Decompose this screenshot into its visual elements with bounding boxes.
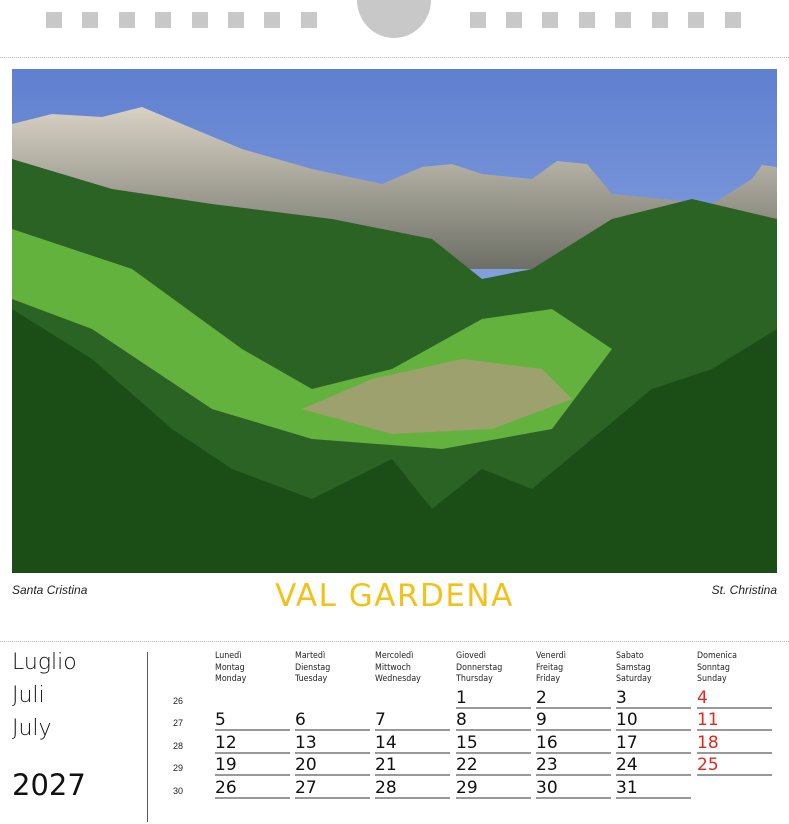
day-cell[interactable]: 26 bbox=[215, 778, 290, 799]
binding-hole bbox=[470, 12, 486, 28]
photo-title: VAL GARDENA bbox=[275, 578, 514, 614]
day-cell[interactable]: 3 bbox=[616, 689, 691, 709]
day-cell-sunday[interactable]: 25 bbox=[697, 756, 772, 777]
landscape-photo bbox=[12, 69, 777, 573]
day-cell[interactable]: 30 bbox=[536, 778, 611, 799]
weekday-label: Montag bbox=[215, 662, 245, 673]
day-cell[interactable]: 23 bbox=[536, 756, 611, 777]
weekday-label: Samstag bbox=[616, 662, 651, 673]
day-cell[interactable]: 27 bbox=[295, 778, 370, 799]
week-number: 30 bbox=[173, 785, 184, 796]
day-cell[interactable]: 21 bbox=[375, 756, 450, 777]
binding-hole bbox=[192, 12, 208, 28]
day-cell[interactable]: 10 bbox=[616, 711, 691, 732]
weekday-header: Mercoledì Mittwoch Wednesday bbox=[375, 651, 421, 686]
day-cell[interactable]: 19 bbox=[215, 756, 290, 777]
month-german: Juli bbox=[12, 683, 45, 708]
hanger-ring bbox=[357, 0, 431, 38]
weekday-label: Freitag bbox=[536, 662, 564, 673]
day-cell[interactable]: 22 bbox=[456, 756, 531, 777]
day-cell-sunday[interactable]: 11 bbox=[697, 711, 772, 732]
day-cell[interactable]: 29 bbox=[456, 778, 531, 799]
binding-hole bbox=[688, 12, 704, 28]
caption-left: Santa Cristina bbox=[12, 583, 88, 597]
weekday-header: Giovedì Donnerstag Thursday bbox=[456, 651, 502, 686]
weekday-label: Sonntag bbox=[697, 662, 730, 673]
day-cell[interactable]: 28 bbox=[375, 778, 450, 799]
day-cell[interactable]: 1 bbox=[456, 689, 531, 709]
weekday-label: Tuesday bbox=[295, 674, 328, 684]
day-cell-sunday[interactable]: 4 bbox=[697, 689, 772, 709]
weekday-label: Lunedì bbox=[215, 651, 242, 661]
foreground-trees bbox=[12, 309, 777, 573]
perforation-top bbox=[0, 57, 789, 58]
binding-hole bbox=[615, 12, 631, 28]
binding-hole bbox=[579, 12, 595, 28]
village bbox=[302, 359, 572, 434]
binding-hole bbox=[82, 12, 98, 28]
day-cell[interactable]: 9 bbox=[536, 711, 611, 732]
week-number: 29 bbox=[173, 763, 184, 774]
weekday-label: Saturday bbox=[616, 674, 652, 684]
weekday-label: Domenica bbox=[697, 651, 737, 661]
week-number: 27 bbox=[173, 718, 184, 729]
day-cell[interactable]: 6 bbox=[295, 711, 370, 732]
binding-hole bbox=[506, 12, 522, 28]
weekday-label: Mercoledì bbox=[375, 651, 414, 661]
weekday-label: Dienstag bbox=[295, 662, 331, 673]
binding-hole bbox=[119, 12, 135, 28]
weekday-header: Venerdì Freitag Friday bbox=[536, 651, 566, 686]
binding-hole bbox=[542, 12, 558, 28]
weekday-label: Giovedì bbox=[456, 651, 486, 661]
weekday-header: Sabato Samstag Saturday bbox=[616, 651, 652, 686]
weekday-label: Donnerstag bbox=[456, 662, 503, 673]
weekday-label: Martedì bbox=[295, 651, 326, 661]
week-number: 26 bbox=[173, 696, 184, 706]
weekday-label: Sunday bbox=[697, 674, 727, 684]
binding-hole bbox=[301, 12, 317, 28]
day-cell[interactable]: 7 bbox=[375, 711, 450, 732]
month-english: July bbox=[12, 716, 52, 741]
month-italian: Luglio bbox=[12, 650, 77, 675]
day-cell[interactable]: 12 bbox=[215, 733, 290, 754]
day-cell[interactable]: 8 bbox=[456, 711, 531, 732]
weekday-header: Lunedì Montag Monday bbox=[215, 651, 246, 686]
binding-hole bbox=[725, 12, 741, 28]
day-cell[interactable]: 17 bbox=[616, 733, 691, 754]
weekday-header: Domenica Sonntag Sunday bbox=[697, 651, 737, 686]
year: 2027 bbox=[12, 768, 86, 802]
day-cell[interactable]: 13 bbox=[295, 733, 370, 754]
day-cell[interactable]: 14 bbox=[375, 733, 450, 754]
day-cell[interactable]: 2 bbox=[536, 689, 611, 709]
perforation-bottom bbox=[0, 641, 789, 642]
weekday-label: Mittwoch bbox=[375, 662, 411, 673]
day-cell[interactable]: 20 bbox=[295, 756, 370, 777]
binding-hole bbox=[652, 12, 668, 28]
binding-hole bbox=[155, 12, 171, 28]
weekday-label: Monday bbox=[215, 674, 247, 684]
day-cell[interactable]: 31 bbox=[616, 778, 691, 799]
day-cell[interactable]: 16 bbox=[536, 733, 611, 754]
binding-hole bbox=[264, 12, 280, 28]
weekday-label: Wednesday bbox=[375, 674, 421, 684]
weekday-header: Martedì Dienstag Tuesday bbox=[295, 651, 330, 686]
day-cell[interactable]: 15 bbox=[456, 733, 531, 754]
day-cell-sunday[interactable]: 18 bbox=[697, 733, 772, 754]
binding-hole bbox=[46, 12, 62, 28]
binding-hole bbox=[228, 12, 244, 28]
weekday-label: Thursday bbox=[456, 674, 493, 684]
week-number: 28 bbox=[173, 740, 184, 751]
divider bbox=[147, 652, 148, 822]
weekday-label: Venerdì bbox=[536, 651, 566, 661]
day-cell[interactable]: 24 bbox=[616, 756, 691, 777]
day-cell[interactable]: 5 bbox=[215, 711, 290, 732]
weekday-label: Friday bbox=[536, 674, 561, 684]
weekday-label: Sabato bbox=[616, 651, 644, 661]
caption-right: St. Christina bbox=[711, 583, 777, 597]
